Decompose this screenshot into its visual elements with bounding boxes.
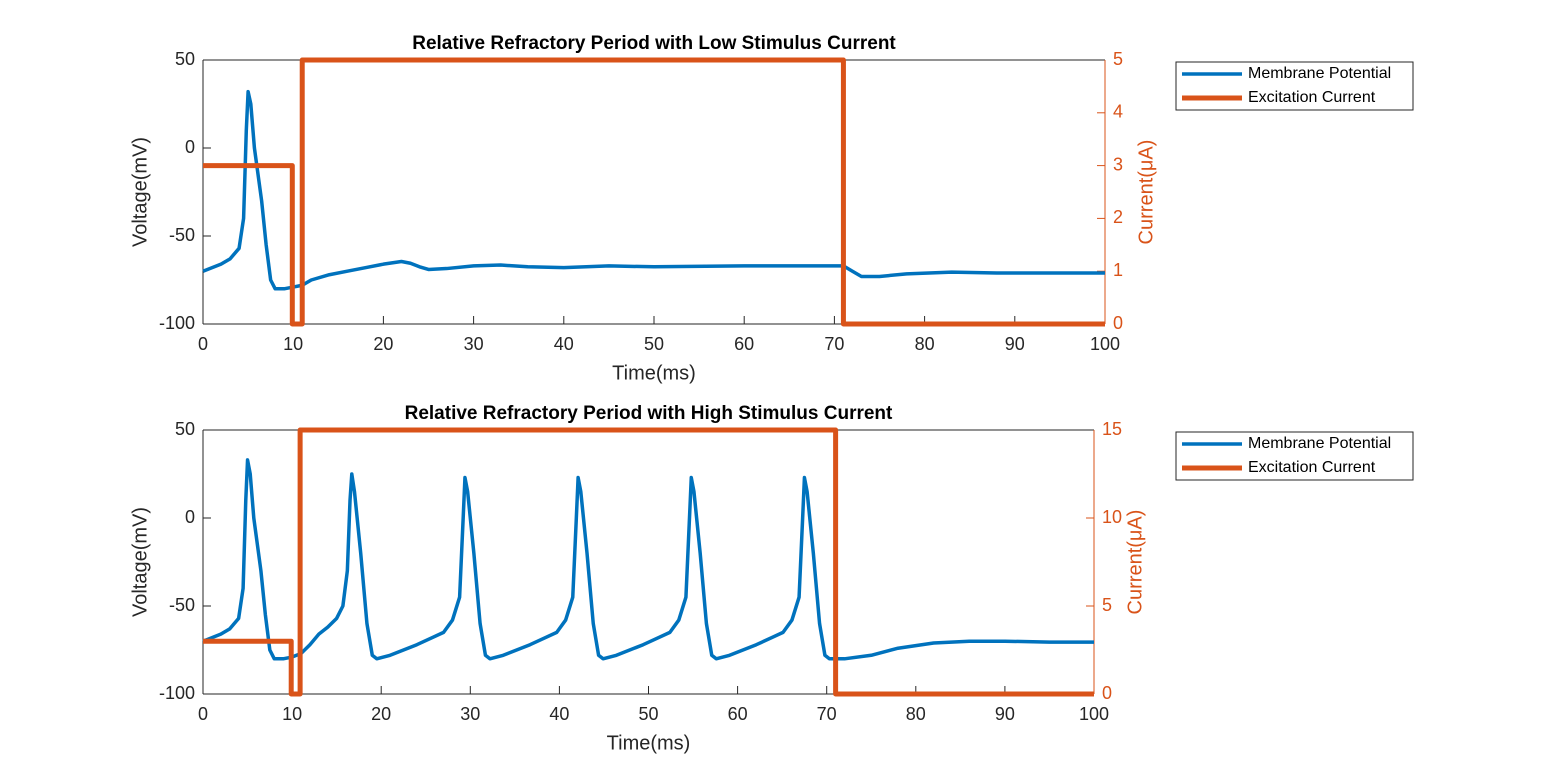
y-tick-label: -50: [169, 595, 195, 615]
y2-tick-label: 1: [1113, 260, 1123, 280]
y-tick-label: 50: [175, 49, 195, 69]
x-tick-label: 60: [734, 334, 754, 354]
legend-box: [1175, 431, 1414, 481]
y-tick-label: 0: [185, 507, 195, 527]
y-tick-label: -100: [159, 683, 195, 703]
series-line: [203, 427, 1094, 697]
x-tick-label: 70: [817, 704, 837, 724]
x-tick-label: 100: [1090, 334, 1120, 354]
x-tick-label: 60: [728, 704, 748, 724]
legend-label: Excitation Current: [1248, 89, 1376, 106]
x-axis-label: Time(ms): [607, 732, 691, 754]
x-tick-label: 30: [464, 334, 484, 354]
x-tick-label: 20: [371, 704, 391, 724]
x-tick-label: 0: [198, 334, 208, 354]
y2-tick-label: 4: [1113, 102, 1123, 122]
x-tick-label: 10: [283, 334, 303, 354]
x-tick-label: 30: [460, 704, 480, 724]
x-tick-label: 20: [373, 334, 393, 354]
series-line: [202, 89, 1105, 291]
x-tick-label: 90: [1005, 334, 1025, 354]
y2-tick-label: 0: [1113, 313, 1123, 333]
y-tick-label: 0: [185, 137, 195, 157]
x-axis-label: Time(ms): [612, 362, 696, 384]
x-tick-label: 70: [824, 334, 844, 354]
y2-axis-label: Current(μA): [1135, 140, 1157, 245]
y-tick-label: 50: [175, 419, 195, 439]
y-tick-label: -100: [159, 313, 195, 333]
x-tick-label: 80: [915, 334, 935, 354]
chart-title: Relative Refractory Period with Low Stim…: [412, 33, 896, 54]
y2-tick-label: 2: [1113, 207, 1123, 227]
x-tick-label: 40: [554, 334, 574, 354]
y-tick-label: -50: [169, 225, 195, 245]
series-line: [202, 458, 1094, 661]
y2-tick-label: 5: [1113, 49, 1123, 69]
y2-tick-label: 10: [1102, 507, 1122, 527]
y2-tick-label: 5: [1102, 595, 1112, 615]
y2-axis-label: Current(μA): [1124, 510, 1146, 615]
y2-tick-label: 15: [1102, 419, 1122, 439]
chart-title: Relative Refractory Period with High Sti…: [405, 403, 893, 424]
x-tick-label: 50: [638, 704, 658, 724]
series-line: [203, 57, 1105, 327]
x-tick-label: 90: [995, 704, 1015, 724]
x-tick-label: 100: [1079, 704, 1109, 724]
legend-label: Excitation Current: [1248, 459, 1376, 476]
x-tick-label: 50: [644, 334, 664, 354]
x-tick-label: 0: [198, 704, 208, 724]
x-tick-label: 80: [906, 704, 926, 724]
legend-label: Membrane Potential: [1248, 65, 1391, 82]
legend-label: Membrane Potential: [1248, 435, 1391, 452]
y2-tick-label: 0: [1102, 683, 1112, 703]
y2-tick-label: 3: [1113, 154, 1123, 174]
y-axis-label: Voltage(mV): [129, 137, 151, 247]
y-axis-label: Voltage(mV): [129, 507, 151, 617]
x-tick-label: 40: [549, 704, 569, 724]
legend-box: [1175, 61, 1414, 111]
x-tick-label: 10: [282, 704, 302, 724]
